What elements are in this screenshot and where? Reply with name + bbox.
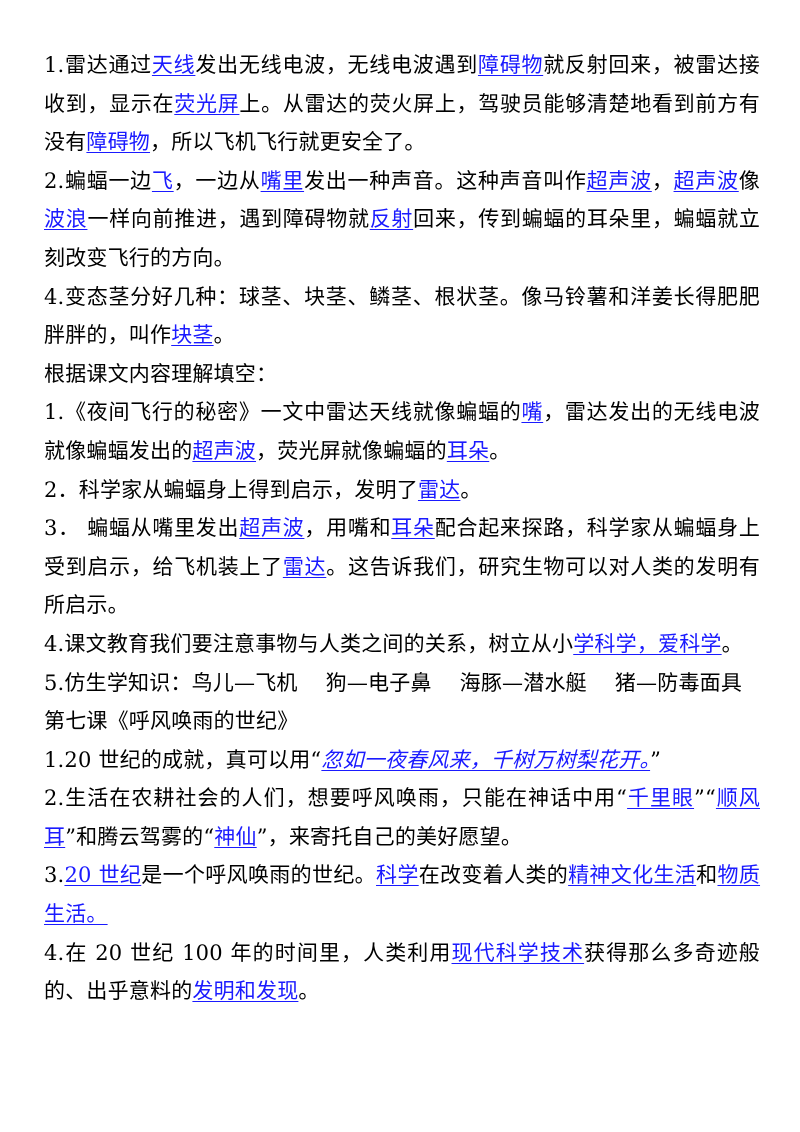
answer-text: 科学 [376,863,419,888]
answer-text: 障碍物 [86,130,151,155]
body-text: 发出无线电波，无线电波遇到 [195,53,478,77]
body-text: 5.仿生学知识：鸟儿—飞机 [44,670,298,695]
answer-text: 忽如一夜春风来，千树万树梨花开。 [321,747,651,772]
body-text: 像 [738,168,760,193]
body-text: 第七课《呼风唤雨的世纪》 [44,709,299,734]
paragraph-8: 4.课文教育我们要注意事物与人类之间的关系，树立从小学科学，爱科学。 [44,625,760,664]
body-text: 猪—防毒面具 [614,670,743,695]
paragraph-13: 3.20 世纪是一个呼风唤雨的世纪。科学在改变着人类的精神文化生活和物质生活。 [44,856,760,933]
body-text: 1.雷达通过 [44,53,152,77]
answer-text: 精神文化生活 [568,863,697,888]
paragraph-9: 5.仿生学知识：鸟儿—飞机 狗—电子鼻 海豚—潜水艇 猪—防毒面具 [44,664,760,703]
body-text: ，所以飞机飞行就更安全了。 [150,130,426,155]
body-text: ， [651,168,674,193]
paragraph-11: 1.20 世纪的成就，真可以用“忽如一夜春风来，千树万树梨花开。” [44,741,760,780]
answer-text: 超声波 [673,168,739,193]
paragraph-5: 1.《夜间飞行的秘密》一文中雷达天线就像蝙蝠的嘴，雷达发出的无线电波就像蝙蝠发出… [44,393,760,470]
body-text: 2.蝙蝠一边 [44,168,152,193]
body-text: 。 [489,438,511,463]
body-text: 狗—电子鼻 [325,670,432,695]
answer-text: 超声波 [239,516,305,541]
body-text: ，用嘴和 [304,516,392,541]
paragraph-7: 3． 蝙蝠从嘴里发出超声波，用嘴和耳朵配合起来探路，科学家从蝙蝠身上受到启示，给… [44,509,760,625]
answer-text: 耳朵 [391,516,435,541]
body-text: ，荧光屏就像蝙蝠的 [256,438,447,463]
paragraph-12: 2.生活在农耕社会的人们，想要呼风唤雨，只能在神话中用“千里眼”“顺风耳”和腾云… [44,779,760,856]
paragraph-2: 2.蝙蝠一边飞，一边从嘴里发出一种声音。这种声音叫作超声波，超声波像波浪一样向前… [44,162,760,278]
paragraph-1: 1.雷达通过天线发出无线电波，无线电波遇到障碍物就反射回来，被雷达接收到，显示在… [44,46,760,162]
body-text: 配合起来探路，科学家从蝙蝠身上受到启示，给飞机装上了 [44,516,761,579]
answer-text: 飞 [151,168,174,193]
body-text: 就反射回来，被雷达接收到，显示在 [44,53,761,116]
answer-text: 嘴里 [260,168,305,193]
body-text: 上。从雷达的荧火屏上，驾驶员能够清楚地看到前方有没有 [44,91,760,155]
body-text: ” [650,747,662,772]
body-text: ”“ [694,786,716,811]
answer-text: 荧光屏 [174,91,240,116]
body-text: 根据课文内容理解填空： [44,361,278,386]
answer-text: 现代科学技术 [451,940,585,965]
answer-text: 学科学，爱科学 [573,631,722,656]
body-text: 1.20 世纪的成就，真可以用“ [44,747,322,772]
answer-text: 神仙 [214,824,257,849]
body-text: 是一个呼风唤雨的世纪。 [141,863,377,888]
body-text: 2.生活在农耕社会的人们，想要呼风唤雨，只能在神话中用“ [44,786,628,811]
paragraph-6: 2．科学家从蝙蝠身上得到启示，发明了雷达。 [44,471,760,510]
answer-text: 障碍物 [477,53,544,77]
body-text: 获得那么多奇迹般的、出乎意料的 [44,940,760,1004]
answer-text: 雷达 [282,554,327,579]
body-text: ”和腾云驾雾的“ [65,824,215,849]
paragraph-14: 4.在 20 世纪 100 年的时间里，人类利用现代科学技术获得那么多奇迹般的、… [44,934,760,1011]
body-text: 。 [721,631,743,656]
answer-text: 嘴 [521,400,544,425]
body-text: 4.在 20 世纪 100 年的时间里，人类利用 [44,940,452,965]
answer-text: 物质生活。 [44,863,761,927]
answer-text: 波浪 [44,207,88,232]
body-text: 发出一种声音。这种声音叫作 [304,168,587,193]
answer-text: 超声波 [586,168,652,193]
body-text: ”，来寄托自己的美好愿望。 [256,824,523,849]
body-text: 。 [298,979,320,1004]
paragraph-4: 根据课文内容理解填空： [44,355,760,394]
body-text: 3． 蝙蝠从嘴里发出 [44,516,240,541]
answer-text: 块茎 [171,323,214,348]
body-text: 一样向前推进，遇到障碍物就 [87,207,370,232]
answer-text: 超声波 [192,438,257,463]
paragraph-3: 4.变态茎分好几种：球茎、块茎、鳞茎、根状茎。像马铃薯和洋姜长得肥肥胖胖的，叫作… [44,278,760,355]
body-text: 在改变着人类的 [418,863,569,888]
body-text: ，一边从 [173,168,261,193]
body-text: 3. [44,863,65,888]
answer-text: 20 世纪 [64,863,142,888]
body-text: 4.变态茎分好几种：球茎、块茎、鳞茎、根状茎。像马铃薯和洋姜长得肥肥胖胖的，叫作 [44,284,760,348]
body-text: 4.课文教育我们要注意事物与人类之间的关系，树立从小 [44,631,574,656]
paragraph-10: 第七课《呼风唤雨的世纪》 [44,702,760,741]
body-text: 。这告诉我们，研究生物可以对人类的发明有所启示。 [44,554,761,618]
answer-text: 发明和发现 [192,979,299,1004]
answer-text: 耳朵 [446,438,490,463]
body-text: 海豚—潜水艇 [459,670,587,695]
answer-text: 雷达 [417,477,461,502]
body-text: ，雷达发出的无线电波就像蝙蝠发出的 [44,400,761,463]
answer-text: 千里眼 [627,786,695,811]
body-text: 回来，传到蝙蝠的耳朵里，蝙蝠就立刻改变飞行的方向。 [44,207,761,270]
answer-text: 顺风耳 [44,786,760,849]
body-text: 。 [213,323,235,348]
document-body: 1.雷达通过天线发出无线电波，无线电波遇到障碍物就反射回来，被雷达接收到，显示在… [44,46,760,1011]
answer-text: 天线 [151,53,196,77]
body-text: 和 [696,863,718,888]
answer-text: 反射 [369,207,414,232]
body-text: 1.《夜间飞行的秘密》一文中雷达天线就像蝙蝠的 [44,400,522,425]
body-text: 2．科学家从蝙蝠身上得到启示，发明了 [44,477,418,502]
body-text: 。 [460,477,482,502]
